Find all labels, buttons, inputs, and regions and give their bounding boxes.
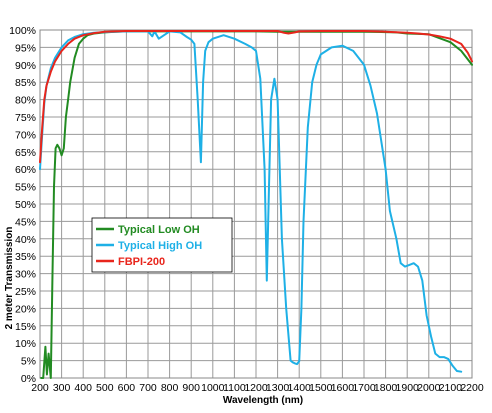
x-tick-label: 300 <box>53 382 71 394</box>
x-tick-label: 1300 <box>266 382 290 394</box>
legend-label-typical-low-oh: Typical Low OH <box>118 224 200 236</box>
x-tick-label: 1900 <box>396 382 420 394</box>
x-tick-label: 600 <box>118 382 136 394</box>
legend-items: Typical Low OH Typical High OH FBPI-200 <box>96 224 202 268</box>
x-tick-label: 1500 <box>309 382 333 394</box>
horizontal-gridlines <box>40 29 472 379</box>
x-tick-labels: 200 300 400 500 600 700 800 900 1000110012001300… <box>31 382 484 394</box>
x-tick-label: 1600 <box>331 382 355 394</box>
y-tick-label: 0% <box>21 373 36 385</box>
x-tick-label: 2000 <box>417 382 441 394</box>
x-tick-label: 400 <box>74 382 92 394</box>
y-tick-label: 35% <box>15 251 36 263</box>
x-tick-label: 1800 <box>374 382 398 394</box>
y-tick-label: 60% <box>15 164 36 176</box>
legend-label-fbpi-200: FBPI-200 <box>118 256 165 268</box>
y-axis-title: 2 meter Transmission <box>4 227 15 330</box>
y-tick-label: 25% <box>15 286 36 298</box>
x-tick-label: 1700 <box>352 382 376 394</box>
legend-label-typical-high-oh: Typical High OH <box>118 240 202 252</box>
y-tick-label: 90% <box>15 60 36 72</box>
y-tick-label: 10% <box>15 338 36 350</box>
y-tick-label: 100% <box>9 25 36 37</box>
y-tick-label: 65% <box>15 147 36 159</box>
y-tick-label: 15% <box>15 321 36 333</box>
x-tick-label: 700 <box>139 382 157 394</box>
x-tick-label: 2200 <box>460 382 484 394</box>
legend-box <box>91 217 233 273</box>
y-tick-label: 30% <box>15 269 36 281</box>
x-tick-label: 1400 <box>288 382 312 394</box>
y-tick-label: 55% <box>15 182 36 194</box>
y-tick-label: 50% <box>15 199 36 211</box>
y-tick-label: 45% <box>15 216 36 228</box>
legend: Typical Low OH Typical High OH FBPI-200 <box>91 217 233 273</box>
y-tick-label: 70% <box>15 129 36 141</box>
x-tick-label: 800 <box>161 382 179 394</box>
y-tick-label: 80% <box>15 95 36 107</box>
x-tick-label: 1000 <box>201 382 225 394</box>
y-tick-label: 5% <box>21 356 36 368</box>
x-tick-label: 2100 <box>439 382 463 394</box>
x-tick-label: 1200 <box>244 382 268 394</box>
series-layer <box>39 30 473 379</box>
x-axis-title: Wavelength (nm) <box>223 395 303 406</box>
series-line-fbpi-200 <box>39 30 473 164</box>
x-tick-label: 1100 <box>223 382 246 394</box>
y-tick-label: 40% <box>15 234 36 246</box>
y-tick-label: 20% <box>15 303 36 315</box>
x-tick-label: 900 <box>182 382 200 394</box>
y-tick-labels: 0% 5% 10% 15% 20% 25% 30% 35% 40% 45% 50% 55% 60% 65%… <box>9 25 36 385</box>
y-tick-label: 75% <box>15 112 36 124</box>
y-tick-label: 95% <box>15 42 36 54</box>
y-tick-label: 85% <box>15 77 36 89</box>
x-tick-label: 500 <box>96 382 114 394</box>
x-tick-label: 200 <box>31 382 49 394</box>
